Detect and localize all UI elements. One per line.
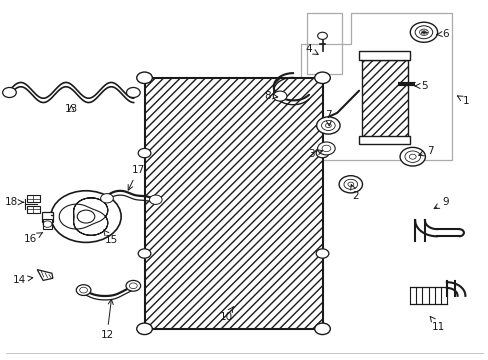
Circle shape [317, 32, 327, 40]
Circle shape [126, 87, 140, 98]
Circle shape [316, 148, 328, 158]
Bar [361, 60, 407, 137]
Bar [26, 195, 40, 202]
Circle shape [273, 91, 286, 101]
Text: 7: 7 [325, 110, 331, 126]
Circle shape [338, 176, 362, 193]
Text: 9: 9 [433, 197, 448, 208]
Circle shape [138, 148, 151, 158]
Circle shape [101, 194, 113, 203]
Circle shape [314, 72, 330, 84]
Circle shape [137, 323, 152, 334]
Text: 1: 1 [456, 96, 468, 106]
Text: 14: 14 [13, 275, 33, 285]
Text: 5: 5 [414, 81, 427, 91]
Text: 13: 13 [64, 104, 78, 114]
Text: 12: 12 [100, 299, 113, 340]
Circle shape [149, 195, 162, 204]
Circle shape [51, 191, 121, 242]
Text: 6: 6 [436, 29, 448, 39]
Text: 16: 16 [24, 233, 43, 244]
Circle shape [399, 147, 425, 166]
Circle shape [137, 72, 152, 84]
Bar [358, 51, 409, 60]
Text: 15: 15 [103, 230, 118, 245]
Circle shape [76, 285, 91, 296]
Circle shape [316, 117, 339, 134]
Text: 18: 18 [5, 197, 23, 207]
Circle shape [126, 280, 141, 291]
Text: 4: 4 [305, 44, 318, 54]
Text: 17: 17 [128, 165, 144, 190]
Bar [42, 212, 53, 222]
Bar [358, 136, 409, 144]
Text: 7: 7 [418, 145, 433, 156]
Text: 8: 8 [264, 91, 277, 101]
Circle shape [314, 323, 330, 334]
Text: 11: 11 [429, 316, 444, 332]
Circle shape [138, 249, 151, 258]
Bar [43, 219, 52, 229]
Polygon shape [37, 270, 53, 280]
Bar [144, 78, 322, 329]
Text: 3: 3 [308, 149, 322, 159]
Circle shape [316, 249, 328, 258]
Circle shape [317, 142, 334, 155]
Text: 2: 2 [350, 185, 358, 201]
Text: 10: 10 [219, 307, 233, 322]
Circle shape [2, 87, 16, 98]
Circle shape [77, 210, 95, 223]
Circle shape [409, 22, 437, 42]
Bar [26, 206, 40, 213]
